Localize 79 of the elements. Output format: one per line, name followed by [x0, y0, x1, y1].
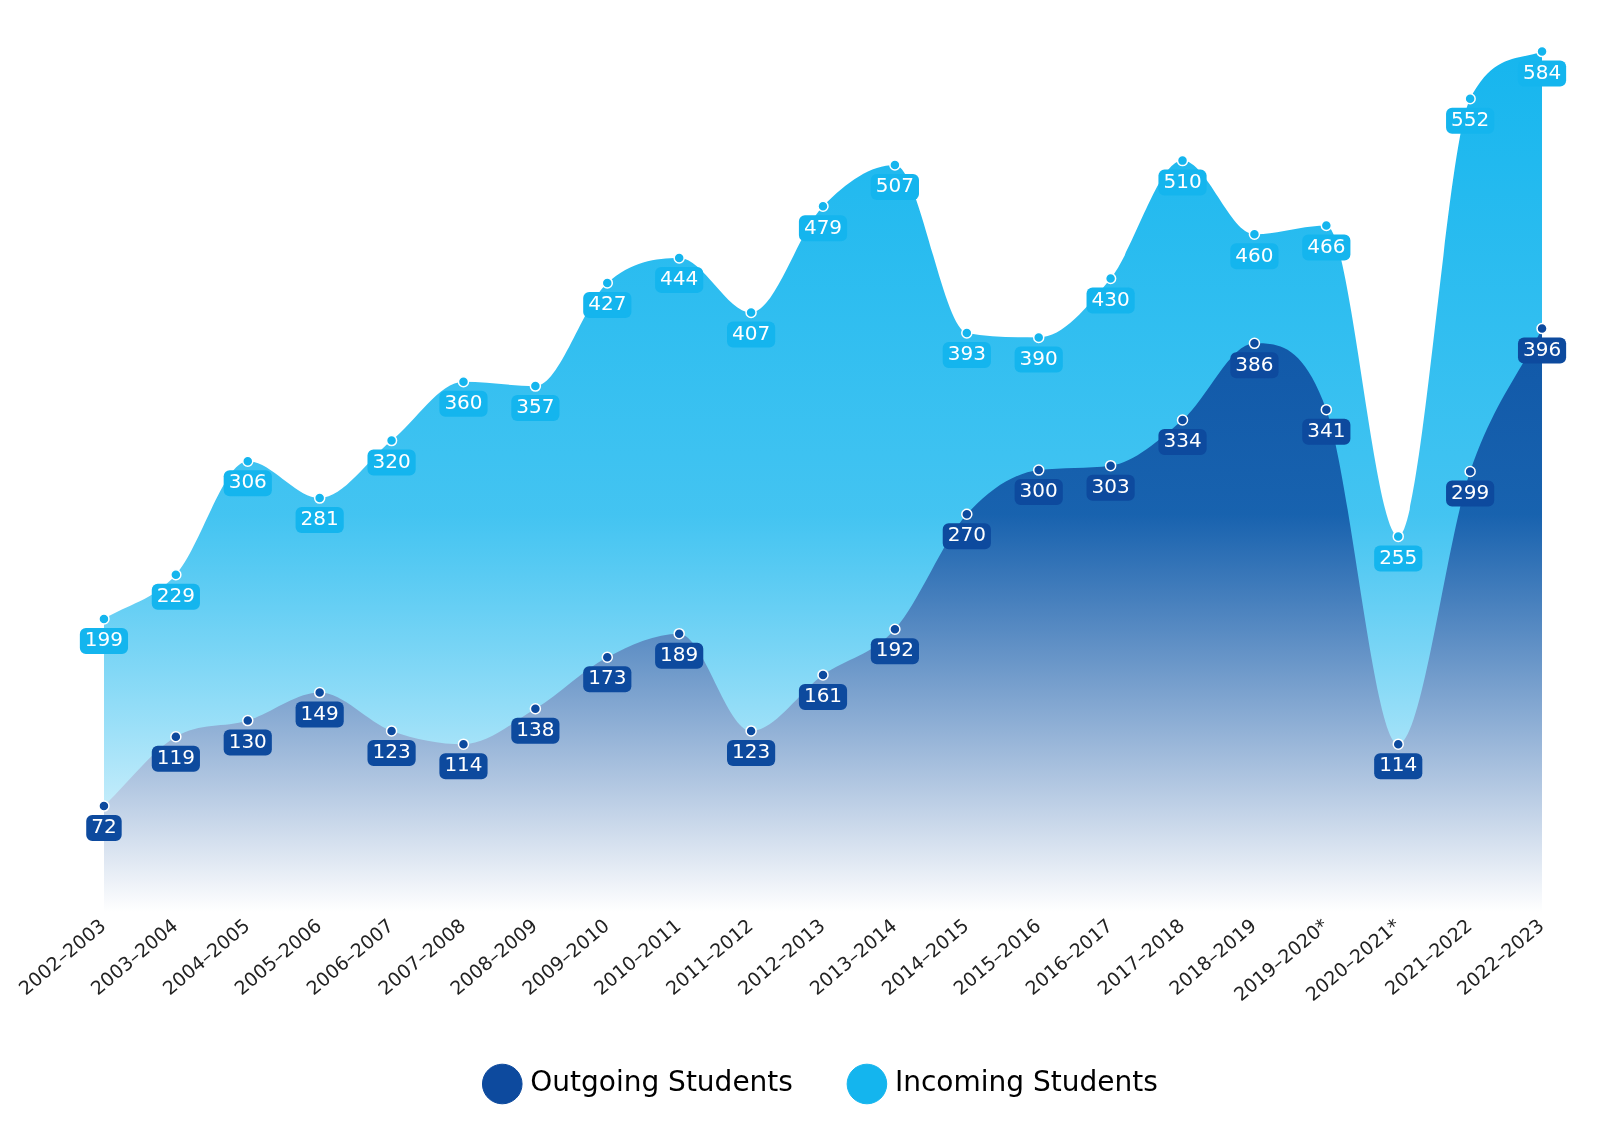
legend-label: Incoming Students — [894, 1065, 1158, 1099]
data-label: 138 — [516, 717, 555, 742]
point — [170, 731, 182, 743]
point — [242, 714, 254, 727]
data-label: 303 — [1091, 473, 1130, 498]
point — [1536, 45, 1548, 58]
data-label: 407 — [732, 320, 771, 345]
data-label: 390 — [1019, 345, 1058, 370]
data-label: 192 — [875, 637, 914, 662]
data-label: 199 — [84, 627, 124, 652]
point — [1320, 403, 1333, 416]
data-label: 320 — [372, 448, 411, 473]
point — [1032, 331, 1045, 344]
data-label: 360 — [444, 389, 483, 414]
point — [745, 725, 757, 737]
point — [529, 380, 542, 392]
data-label: 357 — [516, 394, 555, 419]
point — [313, 686, 326, 699]
point — [1176, 154, 1189, 167]
data-label: 427 — [588, 291, 627, 316]
point — [673, 627, 685, 640]
legend-label: Outgoing Students — [530, 1065, 793, 1099]
point — [961, 508, 973, 521]
point — [1104, 459, 1117, 472]
data-label: 281 — [300, 506, 339, 531]
data-label: 444 — [660, 266, 699, 291]
point — [98, 613, 110, 625]
point — [385, 725, 398, 737]
point — [673, 252, 685, 264]
point — [961, 327, 973, 339]
data-label: 114 — [444, 752, 483, 777]
data-label: 341 — [1307, 417, 1346, 442]
data-label: 393 — [947, 341, 986, 366]
data-label: 123 — [732, 739, 771, 764]
point — [1392, 738, 1404, 750]
point — [601, 651, 614, 663]
point — [457, 738, 470, 750]
data-label: 430 — [1091, 286, 1130, 311]
point — [1176, 414, 1189, 426]
point — [98, 800, 110, 812]
data-label: 123 — [372, 739, 411, 764]
data-label: 161 — [803, 683, 843, 708]
data-label: 507 — [875, 173, 914, 198]
data-label: 114 — [1379, 752, 1418, 777]
data-label: 299 — [1451, 479, 1490, 504]
point — [817, 669, 829, 681]
data-label: 552 — [1451, 106, 1490, 131]
point — [745, 306, 757, 319]
data-label: 334 — [1163, 428, 1202, 453]
point — [1392, 530, 1404, 543]
point — [1536, 322, 1548, 335]
data-label: 584 — [1522, 59, 1562, 84]
point — [889, 159, 901, 171]
data-label: 119 — [156, 745, 195, 769]
data-label: 173 — [588, 665, 627, 690]
point — [457, 375, 470, 388]
point — [1464, 465, 1476, 478]
point — [170, 568, 182, 581]
data-label: 386 — [1235, 351, 1274, 376]
data-label: 300 — [1019, 478, 1058, 503]
point — [1464, 92, 1476, 105]
data-label: 255 — [1379, 544, 1418, 569]
data-label: 396 — [1522, 336, 1562, 361]
data-label: 130 — [228, 728, 267, 753]
data-label: 270 — [947, 522, 986, 547]
data-label: 306 — [228, 469, 267, 494]
data-label: 229 — [156, 582, 195, 607]
point — [889, 623, 901, 635]
point — [1248, 337, 1261, 350]
data-label: 460 — [1235, 242, 1274, 267]
data-label: 510 — [1163, 168, 1202, 193]
data-label: 466 — [1307, 233, 1346, 258]
data-label: 479 — [803, 214, 843, 239]
data-label: 149 — [300, 700, 339, 725]
point — [313, 492, 326, 504]
point — [529, 703, 542, 715]
data-label: 189 — [660, 641, 699, 666]
data-label: 72 — [91, 814, 117, 839]
point — [1032, 464, 1045, 476]
